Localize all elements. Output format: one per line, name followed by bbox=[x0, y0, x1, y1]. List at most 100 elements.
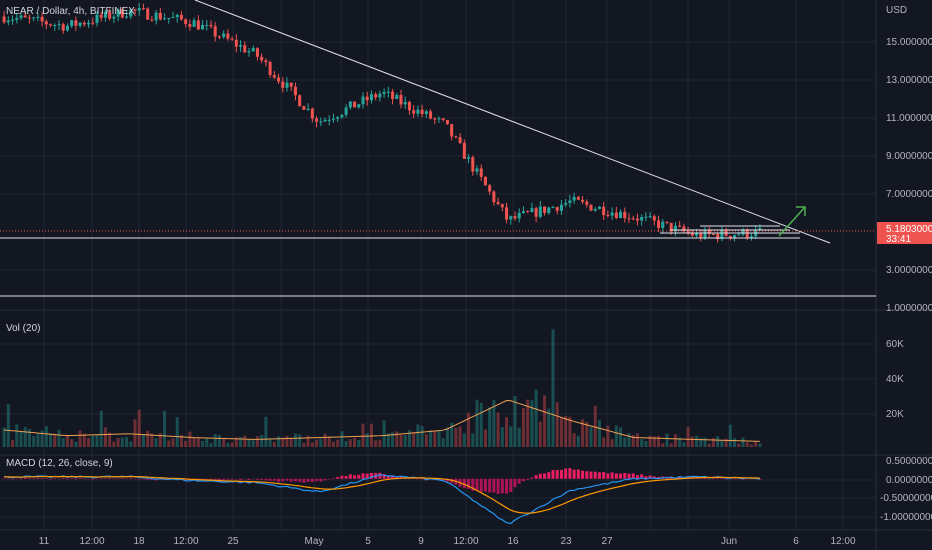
macd-histogram-bar bbox=[150, 478, 154, 480]
volume-bar bbox=[433, 431, 437, 447]
candle-body bbox=[429, 111, 433, 119]
candle-body bbox=[32, 17, 36, 19]
candle-body bbox=[222, 33, 226, 37]
macd-histogram-bar bbox=[40, 478, 44, 479]
macd-histogram-bar bbox=[99, 478, 103, 480]
macd-histogram-bar bbox=[6, 478, 10, 480]
candle-body bbox=[682, 226, 686, 232]
volume-bar bbox=[2, 427, 6, 447]
volume-bar bbox=[517, 427, 521, 447]
macd-histogram-bar bbox=[657, 476, 661, 479]
time-tick: 12:00 bbox=[79, 536, 104, 547]
candle-body bbox=[255, 48, 259, 57]
candle-body bbox=[576, 196, 580, 200]
macd-histogram-bar bbox=[606, 473, 610, 479]
macd-histogram-bar bbox=[32, 478, 36, 480]
time-tick: 5 bbox=[365, 536, 371, 547]
volume-bar bbox=[720, 440, 724, 447]
macd-histogram-bar bbox=[348, 474, 352, 479]
macd-histogram-bar bbox=[11, 478, 15, 480]
macd-histogram-bar bbox=[74, 478, 78, 480]
candle-body bbox=[374, 94, 378, 98]
candle-body bbox=[239, 45, 243, 47]
candle-body bbox=[488, 185, 492, 192]
candle-body bbox=[564, 202, 568, 205]
volume-bar bbox=[437, 430, 441, 447]
candle-body bbox=[614, 212, 618, 219]
candle-body bbox=[454, 136, 458, 138]
candle-body bbox=[661, 221, 665, 228]
macd-histogram-bar bbox=[551, 469, 555, 479]
macd-histogram-bar bbox=[407, 478, 411, 479]
volume-bar bbox=[644, 441, 648, 447]
candle-body bbox=[631, 218, 635, 220]
macd-histogram-bar bbox=[27, 478, 31, 479]
candle-body bbox=[437, 118, 441, 120]
volume-tick: 40K bbox=[886, 374, 904, 385]
candle-body bbox=[213, 26, 217, 37]
volume-bar bbox=[260, 434, 264, 447]
volume-bar bbox=[319, 438, 323, 447]
volume-bar bbox=[614, 425, 618, 447]
volume-bar bbox=[74, 441, 78, 447]
macd-histogram-bar bbox=[116, 478, 120, 480]
macd-histogram-bar bbox=[53, 478, 57, 480]
candle-body bbox=[112, 16, 116, 19]
candle-body bbox=[91, 22, 95, 24]
candle-body bbox=[19, 15, 23, 18]
volume-axis[interactable]: 60K 40K 20K bbox=[886, 339, 904, 420]
candle-body bbox=[201, 24, 205, 30]
macd-histogram-bar bbox=[327, 478, 331, 480]
macd-histogram-bar bbox=[627, 473, 631, 479]
volume-bar bbox=[728, 424, 732, 447]
volume-bar bbox=[509, 426, 513, 447]
candle-body bbox=[82, 22, 86, 25]
macd-axis[interactable]: 0.50000000 0.00000000 -0.50000000 -1.000… bbox=[880, 456, 932, 523]
volume-bar bbox=[120, 437, 124, 447]
candle-body bbox=[458, 137, 462, 143]
time-tick: 12:00 bbox=[173, 536, 198, 547]
volume-bar bbox=[581, 419, 585, 447]
macd-histogram-bar bbox=[61, 478, 65, 479]
volume-bar bbox=[530, 400, 534, 447]
macd-histogram-bar bbox=[631, 473, 635, 479]
breakout-arrow[interactable] bbox=[778, 206, 806, 237]
candle-body bbox=[673, 225, 677, 232]
candle-body bbox=[179, 14, 183, 20]
volume-bar bbox=[331, 441, 335, 447]
macd-histogram-bar bbox=[137, 478, 141, 480]
volume-bar bbox=[475, 399, 479, 447]
macd-histogram-bar bbox=[226, 478, 230, 480]
volume-bar bbox=[188, 431, 192, 447]
candle-body bbox=[285, 82, 289, 88]
volume-bar bbox=[289, 437, 293, 447]
time-axis[interactable]: 11 12:00 18 12:00 25 May 5 9 12:00 16 23… bbox=[39, 536, 856, 547]
macd-histogram-bar bbox=[251, 478, 255, 480]
time-tick: 25 bbox=[227, 536, 239, 547]
volume-bar bbox=[91, 435, 95, 447]
volume-bar bbox=[369, 423, 373, 447]
macd-histogram-bar bbox=[703, 477, 707, 479]
candle-body bbox=[251, 48, 255, 52]
candle-body bbox=[57, 24, 61, 26]
macd-signal-line bbox=[4, 475, 760, 514]
macd-histogram-bar bbox=[95, 478, 99, 480]
macd-histogram-bar bbox=[564, 468, 568, 479]
volume-bar bbox=[310, 442, 314, 447]
macd-histogram-bar bbox=[70, 478, 74, 479]
macd-histogram-bar bbox=[471, 478, 475, 491]
candle-body bbox=[327, 119, 331, 121]
candle-body bbox=[589, 204, 593, 211]
volume-bar bbox=[538, 421, 542, 447]
candle-body bbox=[23, 15, 27, 18]
candle-body bbox=[758, 228, 762, 230]
descending-trendline[interactable] bbox=[194, 0, 831, 244]
macd-histogram-bar bbox=[23, 477, 27, 479]
volume-bar bbox=[500, 427, 504, 447]
macd-histogram-bar bbox=[302, 478, 306, 483]
macd-histogram-bar bbox=[555, 469, 559, 479]
candle-body bbox=[65, 25, 69, 31]
volume-bar bbox=[125, 436, 129, 447]
price-axis[interactable]: USD 15.00000000 13.00000000 11.00000000 … bbox=[886, 5, 932, 314]
